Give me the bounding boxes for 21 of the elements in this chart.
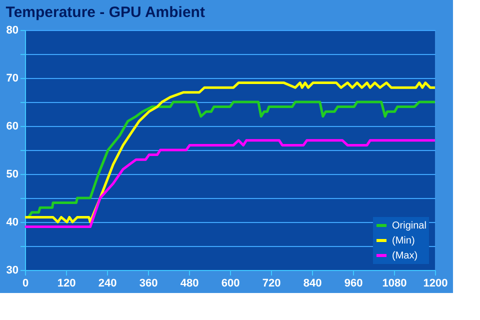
x-tick-label: 120 — [57, 278, 76, 290]
x-tick-label: 720 — [262, 278, 281, 290]
x-tick-label: 1080 — [382, 278, 407, 290]
x-tick-label: 240 — [98, 278, 117, 290]
x-tick-label: 0 — [22, 278, 29, 290]
legend-label: (Max) — [392, 250, 418, 262]
legend-label: (Min) — [392, 236, 415, 246]
x-tick-label: 360 — [139, 278, 158, 290]
y-tick-label: 30 — [6, 264, 18, 276]
y-tick-label: 60 — [6, 120, 18, 132]
y-tick-label: 50 — [6, 168, 18, 180]
legend-label: Original — [392, 220, 426, 232]
x-tick-label: 600 — [221, 278, 240, 290]
x-tick-label: 1200 — [423, 278, 448, 290]
x-tick-label: 960 — [344, 278, 363, 290]
x-tick-label: 840 — [303, 278, 322, 290]
y-tick-label: 40 — [6, 216, 18, 228]
y-tick-label: 80 — [6, 24, 18, 36]
chart-title: Temperature - GPU Ambient — [6, 4, 205, 21]
x-tick-label: 480 — [180, 278, 199, 290]
y-tick-label: 70 — [6, 72, 18, 84]
